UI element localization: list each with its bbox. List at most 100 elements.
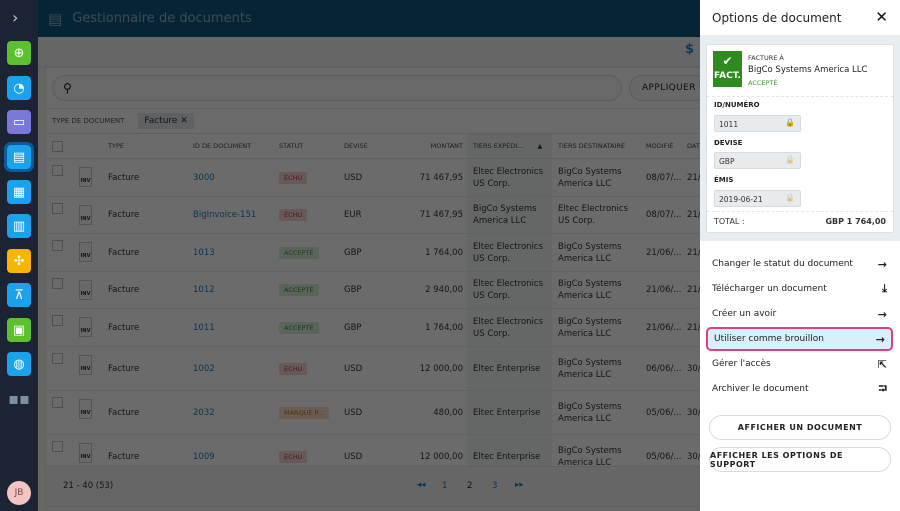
currency-icon[interactable]: $ xyxy=(684,42,694,57)
invoice-badge-label: FACT. xyxy=(714,71,741,81)
support-options-button[interactable]: AFFICHER LES OPTIONS DE SUPPORT xyxy=(709,447,891,472)
type-cell: Facture xyxy=(108,172,140,183)
puzzle-icon[interactable]: ✣ xyxy=(7,249,31,273)
table-row[interactable]: INV Facture 1013 ACCEPTÉ GBP 1 764,00 El… xyxy=(46,234,704,272)
action-item[interactable]: Créer un avoir → xyxy=(706,302,893,326)
currency-label: DEVISE xyxy=(714,139,743,147)
sidebar: › ⊕ ◔ ▭ ▤ ▦ ▥ ✣ ⊼ ▣ ◍ ▪▪ JB xyxy=(0,0,38,511)
column-status[interactable]: STATUT xyxy=(279,142,304,150)
action-label: Créer un avoir xyxy=(712,309,777,319)
close-icon[interactable]: ✕ xyxy=(875,8,888,26)
document-manager-icon[interactable]: ▤ xyxy=(4,142,34,172)
page-3[interactable]: 3 xyxy=(492,481,498,491)
id-value: 1011 xyxy=(719,120,739,129)
status-badge: ACCEPTÉ xyxy=(279,246,319,259)
table-row[interactable]: INV Facture 2032 MARQUÉ P... USD 480,00 … xyxy=(46,391,704,435)
page-2-current[interactable]: 2 xyxy=(467,481,473,491)
column-currency[interactable]: DEVISE xyxy=(344,142,368,150)
document-id-link[interactable]: 3000 xyxy=(193,172,215,183)
catalog-icon[interactable]: ▥ xyxy=(7,214,31,238)
table-row[interactable]: INV Facture 1009 ÉCHU USD 12 000,00 Elte… xyxy=(46,435,704,479)
divider xyxy=(707,211,893,212)
apps-grid-icon[interactable]: ▪▪ xyxy=(8,388,30,408)
column-id[interactable]: ID DE DOCUMENT xyxy=(193,142,252,150)
view-document-button[interactable]: AFFICHER UN DOCUMENT xyxy=(709,415,891,440)
clipboard-icon[interactable]: ▦ xyxy=(7,180,31,204)
archive-icon: ▤ xyxy=(48,9,63,28)
filter-chip[interactable]: Facture ✕ xyxy=(138,113,194,129)
receiver-cell: BigCo Systems America LLC xyxy=(558,357,622,380)
id-label: ID/NUMÉRO xyxy=(714,101,760,109)
expand-sidebar-icon[interactable]: › xyxy=(12,8,19,27)
search-input[interactable]: ⚲ xyxy=(52,75,622,101)
add-document-icon[interactable]: ▣ xyxy=(7,318,31,342)
page-title: Gestionnaire de documents xyxy=(72,11,252,26)
column-date[interactable]: DAT xyxy=(687,142,700,150)
document-id-link[interactable]: 1011 xyxy=(193,322,215,333)
table-row[interactable]: INV Facture 1011 ACCEPTÉ GBP 1 764,00 El… xyxy=(46,309,704,347)
hierarchy-icon[interactable]: ⊼ xyxy=(7,283,31,307)
document-id-link[interactable]: BigInvoice-151 xyxy=(193,210,257,220)
document-id-link[interactable]: 1002 xyxy=(193,363,215,374)
remove-filter-icon[interactable]: ✕ xyxy=(180,116,188,126)
date-cell: 21/ xyxy=(687,285,701,295)
row-checkbox[interactable] xyxy=(52,397,63,408)
invoice-file-icon: INV xyxy=(79,242,92,262)
table-row[interactable]: INV Facture 3000 ÉCHU USD 71 467,95 Elte… xyxy=(46,159,704,197)
issued-value: 2019-06-21 xyxy=(719,195,763,204)
first-page-icon[interactable]: ◂◂ xyxy=(417,480,426,490)
avatar[interactable]: JB xyxy=(7,481,31,505)
table-row[interactable]: INV Facture 1002 ÉCHU USD 12 000,00 Elte… xyxy=(46,347,704,391)
row-checkbox[interactable] xyxy=(52,353,63,364)
amount-cell: 1 764,00 xyxy=(425,247,463,258)
action-item[interactable]: Télécharger un document ⤓ xyxy=(706,277,893,301)
column-type[interactable]: TYPE xyxy=(108,142,124,150)
last-page-icon[interactable]: ▸▸ xyxy=(515,480,524,490)
currency-cell: GBP xyxy=(344,322,362,333)
table-row[interactable]: INV Facture 1012 ACCEPTÉ GBP 2 940,00 El… xyxy=(46,272,704,309)
id-field: 1011 🔒 xyxy=(714,115,801,132)
invoice-file-icon: INV xyxy=(79,355,92,375)
create-icon[interactable]: ⊕ xyxy=(7,41,31,65)
row-checkbox[interactable] xyxy=(52,441,63,452)
document-id-link[interactable]: 1013 xyxy=(193,247,215,258)
modified-cell: 21/06/... xyxy=(646,322,682,333)
column-sender-label: TIERS EXPÉDI... xyxy=(473,142,524,150)
row-checkbox[interactable] xyxy=(52,315,63,326)
column-receiver[interactable]: TIERS DESTINATAIRE xyxy=(558,142,626,150)
recipient-name: BigCo Systems America LLC xyxy=(748,65,868,75)
documents-card: ⚲ APPLIQUER UN TYPE DE DOCUMENT Facture … xyxy=(45,67,749,507)
row-checkbox[interactable] xyxy=(52,240,63,251)
invoice-file-icon: INV xyxy=(79,280,92,300)
page-1[interactable]: 1 xyxy=(442,481,448,491)
action-label: Utiliser comme brouillon xyxy=(714,334,824,344)
status-badge: ACCEPTÉ xyxy=(279,321,319,334)
type-cell: Facture xyxy=(108,210,140,220)
currency-field: GBP 🔒 xyxy=(714,152,801,169)
row-checkbox[interactable] xyxy=(52,203,63,214)
action-item[interactable]: Gérer l'accès ⇱ xyxy=(706,352,893,376)
type-cell: Facture xyxy=(108,285,140,295)
column-amount[interactable]: MONTANT xyxy=(430,142,463,150)
action-item[interactable]: Archiver le document ⮒ xyxy=(706,377,893,401)
document-id-link[interactable]: 1012 xyxy=(193,285,215,295)
row-checkbox[interactable] xyxy=(52,165,63,176)
action-item[interactable]: Changer le statut du document → xyxy=(706,252,893,276)
modified-cell: 08/07/... xyxy=(646,172,682,183)
action-icon: → xyxy=(877,307,887,321)
invoice-badge: ✔ FACT. xyxy=(713,51,742,87)
globe-settings-icon[interactable]: ◍ xyxy=(7,352,31,376)
document-options-panel: Options de document ✕ ✔ FACT. FACTURE À B… xyxy=(700,0,900,511)
date-cell: 30/ xyxy=(687,363,701,374)
row-checkbox[interactable] xyxy=(52,278,63,289)
messages-icon[interactable]: ▭ xyxy=(7,110,31,134)
document-id-link[interactable]: 2032 xyxy=(193,407,215,418)
table-row[interactable]: INV Facture BigInvoice-151 ÉCHU EUR 71 4… xyxy=(46,197,704,234)
dashboard-icon[interactable]: ◔ xyxy=(7,76,31,100)
document-id-link[interactable]: 1009 xyxy=(193,451,215,462)
column-sender[interactable]: TIERS EXPÉDI... ▲ xyxy=(467,134,552,158)
column-modified[interactable]: MODIFIÉ xyxy=(646,142,674,150)
select-all-checkbox[interactable] xyxy=(52,141,63,152)
date-cell: 21/ xyxy=(687,322,701,333)
action-item[interactable]: Utiliser comme brouillon → xyxy=(706,327,893,351)
